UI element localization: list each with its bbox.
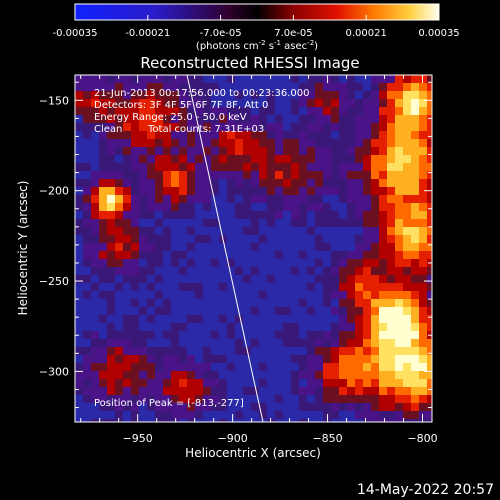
overlay-algorithm-counts: Clean Total counts: 7.31E+03 xyxy=(94,124,264,135)
plot-date: 14-May-2022 20:57 xyxy=(357,482,494,498)
overlay-energy-range: Energy Range: 25.0 - 50.0 keV xyxy=(94,112,247,123)
x-tick-label: −900 xyxy=(218,432,248,445)
x-tick-label: −850 xyxy=(312,432,342,445)
colorbar-tick-label: 7.0e-05 xyxy=(274,28,312,39)
colorbar-ticks: -0.00035 -0.00021 -7.0e-05 7.0e-05 0.00021 0.… xyxy=(53,15,460,39)
x-axis-ticks: −950 −900 −850 −800 xyxy=(80,75,438,445)
colorbar xyxy=(74,3,440,21)
x-axis-label: Heliocentric X (arcsec) xyxy=(185,446,321,460)
colorbar-tick-label: -7.0e-05 xyxy=(200,28,242,39)
x-tick-label: −950 xyxy=(123,432,153,445)
solar-limb-line xyxy=(186,75,264,422)
y-axis-ticks: −150 −200 −250 −300 xyxy=(39,81,432,409)
y-tick-label: −200 xyxy=(39,185,69,198)
y-tick-label: −300 xyxy=(39,365,69,378)
colorbar-tick-label: -0.00021 xyxy=(125,28,170,39)
chart-title: Reconstructed RHESSI Image xyxy=(140,54,359,72)
y-axis-label: Heliocentric Y (arcsec) xyxy=(16,181,30,316)
overlay-detectors: Detectors: 3F 4F 5F 6F 7F 8F, Att 0 xyxy=(94,100,268,111)
colorbar-tick-label: 0.00021 xyxy=(346,28,387,39)
colorbar-unit-label: (photons cm-2 s-1 asec-2) xyxy=(196,39,318,52)
colorbar-tick-label: -0.00035 xyxy=(53,28,98,39)
plot-frame xyxy=(74,74,433,423)
overlay-algorithm: Clean xyxy=(94,124,122,135)
x-tick-label: −800 xyxy=(407,432,437,445)
overlay-time-range: 21-Jun-2013 00:17:56.000 to 00:23:36.000 xyxy=(94,88,310,99)
heatmap-image xyxy=(75,75,432,422)
colorbar-tick-label: 0.00035 xyxy=(418,28,459,39)
y-tick-label: −150 xyxy=(39,94,69,107)
overlay-total-counts: Total counts: 7.31E+03 xyxy=(147,124,264,135)
y-tick-label: −250 xyxy=(39,275,69,288)
overlay-peak-position: Position of Peak = [-813,-277] xyxy=(94,398,244,409)
